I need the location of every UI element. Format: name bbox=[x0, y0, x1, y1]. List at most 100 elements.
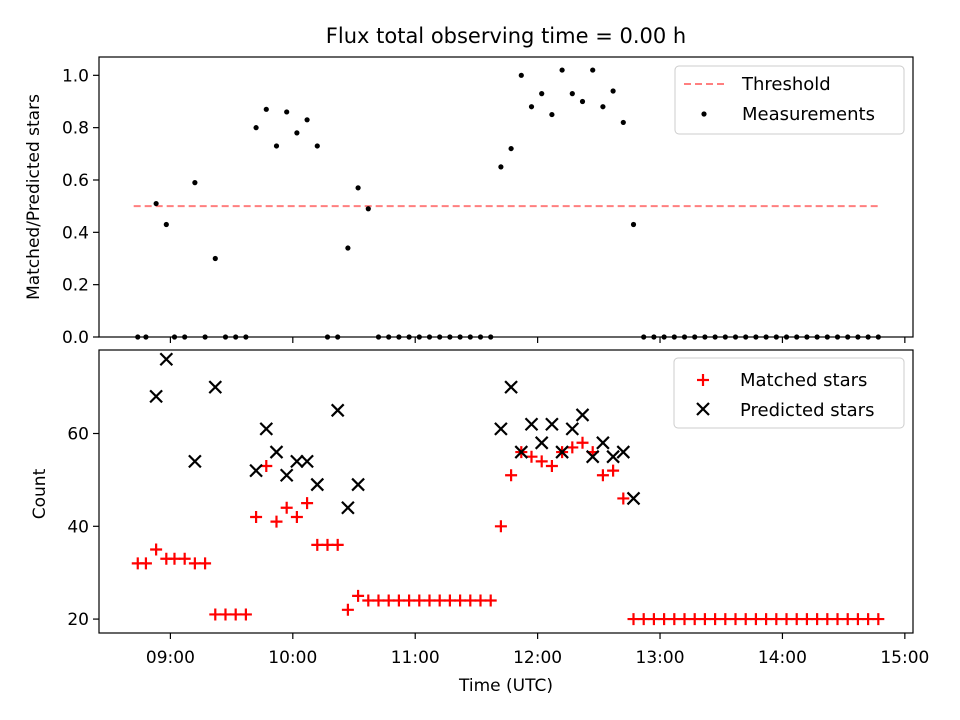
matched-star-point bbox=[341, 603, 354, 616]
matched-star-point bbox=[607, 464, 620, 477]
count-panel: Count Time (UTC) 20 40 60 09:00 10:00 11:00 1… bbox=[30, 349, 929, 696]
matched-star-point bbox=[260, 459, 273, 472]
ratio-panel: Flux total observing time = 0.00 h Match… bbox=[24, 24, 914, 348]
matched-star-point bbox=[780, 613, 793, 626]
matched-star-point bbox=[739, 613, 752, 626]
matched-star-point bbox=[719, 613, 732, 626]
matched-star-point bbox=[596, 469, 609, 482]
matched-star-point bbox=[668, 613, 681, 626]
top-x-ticks bbox=[169, 337, 906, 343]
bottom-x-axis-label: Time (UTC) bbox=[458, 676, 553, 696]
matched-star-point bbox=[545, 459, 558, 472]
measurement-point bbox=[163, 221, 169, 228]
x-tick-label: 12:00 bbox=[513, 648, 562, 668]
matched-star-point bbox=[403, 594, 416, 607]
matched-star-point bbox=[331, 538, 344, 551]
predicted-star-point bbox=[504, 380, 518, 394]
x-tick-label: 10:00 bbox=[268, 648, 317, 668]
matched-star-point bbox=[698, 613, 711, 626]
matched-star-point bbox=[617, 492, 630, 505]
predicted-star-point bbox=[249, 463, 263, 478]
predicted-star-point bbox=[524, 417, 539, 432]
x-tick-label: 11:00 bbox=[391, 648, 440, 668]
measurement-point bbox=[263, 106, 269, 112]
predicted-points bbox=[149, 352, 641, 515]
matched-star-point bbox=[637, 613, 650, 626]
measurement-point bbox=[508, 145, 514, 152]
matched-star-point bbox=[362, 594, 375, 607]
predicted-star-point bbox=[565, 422, 580, 436]
matched-star-point bbox=[576, 436, 589, 449]
y-tick-label: 0.6 bbox=[62, 171, 89, 191]
measurement-point bbox=[345, 245, 351, 251]
matched-star-point bbox=[219, 608, 232, 621]
matched-star-point bbox=[178, 552, 191, 565]
matched-star-point bbox=[821, 613, 834, 626]
measurement-point bbox=[498, 164, 504, 170]
matched-star-point bbox=[658, 613, 671, 626]
top-legend-box bbox=[674, 65, 905, 135]
top-axes-frame bbox=[98, 56, 914, 338]
y-tick-label: 0.4 bbox=[62, 223, 89, 243]
predicted-star-point bbox=[626, 491, 641, 506]
matched-star-point bbox=[290, 511, 303, 524]
matched-star-point bbox=[209, 608, 222, 621]
predicted-star-point bbox=[606, 449, 620, 464]
predicted-star-point bbox=[279, 468, 294, 483]
matched-star-point bbox=[352, 589, 365, 602]
matched-star-point bbox=[678, 613, 691, 626]
matched-star-point bbox=[229, 608, 242, 621]
measurement-point bbox=[620, 119, 626, 126]
measurement-point bbox=[549, 111, 555, 118]
y-tick-label: 0.0 bbox=[62, 328, 89, 348]
matched-star-point bbox=[484, 594, 497, 607]
matched-star-point bbox=[729, 613, 742, 626]
matched-star-point bbox=[199, 557, 212, 570]
predicted-star-point bbox=[545, 417, 559, 432]
matched-star-point bbox=[525, 450, 538, 463]
matched-star-point bbox=[413, 594, 426, 607]
matched-star-point bbox=[301, 497, 314, 510]
measurement-point bbox=[294, 130, 300, 136]
matched-star-point bbox=[270, 515, 283, 528]
measurement-point bbox=[630, 221, 637, 228]
matched-star-point bbox=[872, 613, 885, 626]
predicted-star-point bbox=[310, 477, 325, 492]
x-tick-label: 09:00 bbox=[146, 648, 195, 668]
matched-star-point bbox=[168, 552, 181, 565]
y-tick-label: 60 bbox=[67, 425, 89, 445]
top-legend: Threshold Measurements bbox=[674, 65, 905, 135]
bottom-y-axis-label: Count bbox=[30, 468, 50, 519]
predicted-star-point bbox=[514, 445, 529, 459]
predicted-star-point bbox=[159, 352, 174, 367]
bottom-x-ticks: 09:00 10:00 11:00 12:00 13:00 14:00 15:00 bbox=[146, 633, 929, 668]
predicted-star-point bbox=[300, 454, 314, 469]
matched-star-point bbox=[392, 594, 405, 607]
measurement-point bbox=[192, 180, 198, 186]
predicted-star-point bbox=[259, 422, 274, 436]
matched-star-point bbox=[790, 613, 803, 626]
predicted-star-point bbox=[290, 454, 304, 469]
predicted-star-point bbox=[575, 408, 590, 422]
matched-star-point bbox=[811, 613, 824, 626]
measurement-point bbox=[304, 117, 310, 123]
measurement-point bbox=[273, 143, 280, 149]
matched-star-point bbox=[311, 538, 324, 551]
matched-star-point bbox=[688, 613, 701, 626]
x-tick-label: 13:00 bbox=[636, 648, 685, 668]
predicted-star-point bbox=[269, 445, 284, 459]
matched-star-point bbox=[494, 520, 507, 533]
predicted-star-point bbox=[616, 445, 631, 459]
predicted-star-point bbox=[494, 422, 508, 436]
legend-predicted-label: Predicted stars bbox=[740, 400, 874, 421]
matched-star-point bbox=[800, 613, 813, 626]
matched-star-point bbox=[150, 543, 163, 556]
predicted-star-point bbox=[149, 389, 163, 404]
measurement-point bbox=[212, 255, 218, 262]
predicted-star-point bbox=[341, 500, 355, 515]
top-y-axis-label: Matched/Predicted stars bbox=[24, 94, 44, 300]
measurement-point bbox=[518, 72, 524, 78]
predicted-star-point bbox=[208, 380, 223, 394]
legend-threshold-label: Threshold bbox=[741, 74, 831, 95]
legend-measurements-label: Measurements bbox=[742, 104, 875, 125]
